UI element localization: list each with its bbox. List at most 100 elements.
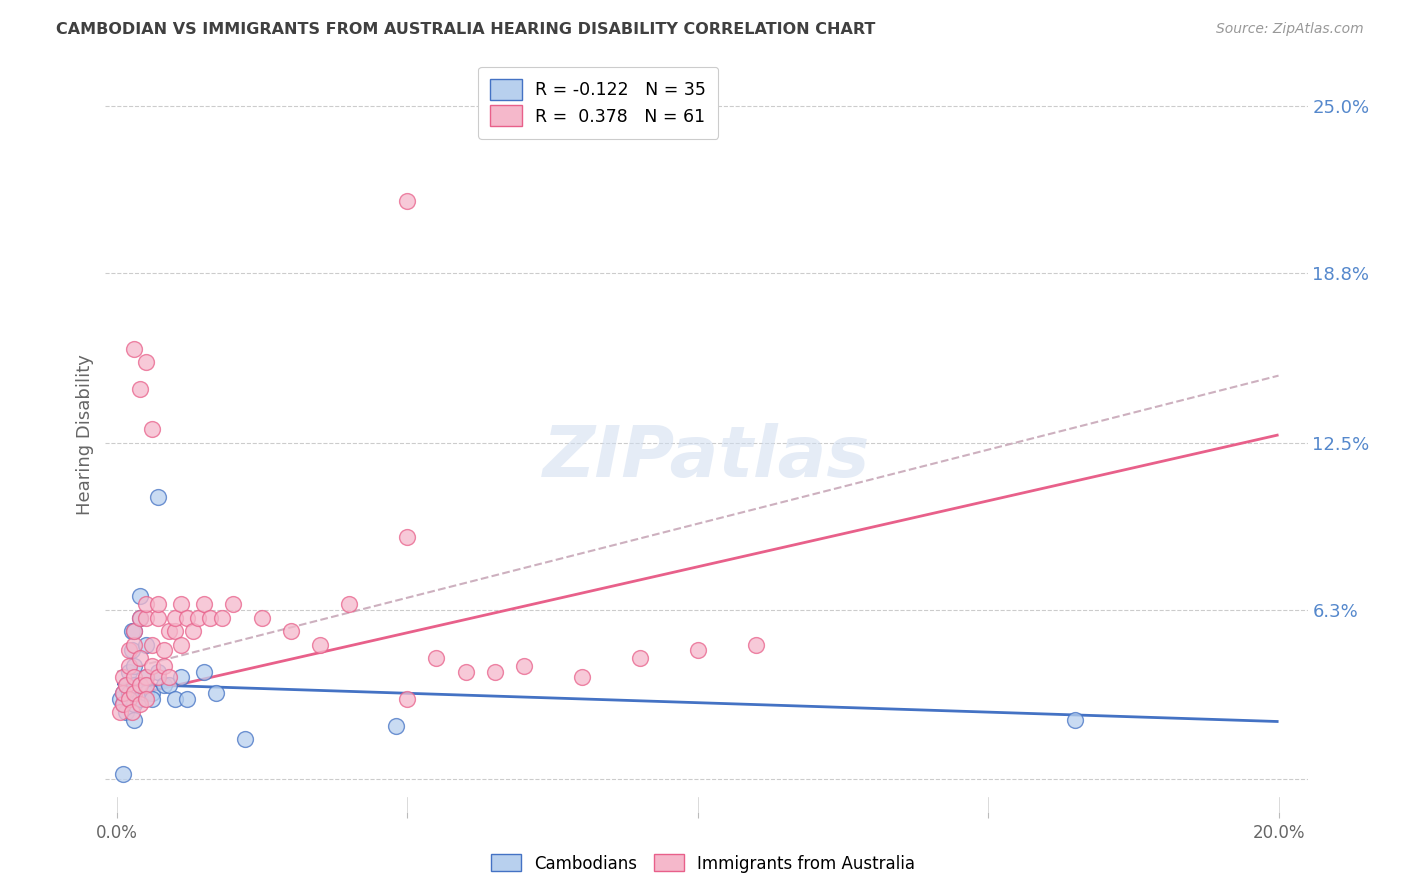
Point bbox=[152, 643, 174, 657]
Point bbox=[124, 659, 146, 673]
Point bbox=[135, 670, 157, 684]
Point bbox=[165, 611, 187, 625]
Point bbox=[152, 678, 174, 692]
Point bbox=[135, 611, 157, 625]
Point bbox=[571, 670, 593, 684]
Point bbox=[124, 638, 146, 652]
Point bbox=[165, 691, 187, 706]
Point bbox=[146, 670, 169, 684]
Point bbox=[157, 678, 180, 692]
Point bbox=[129, 691, 152, 706]
Point bbox=[233, 732, 256, 747]
Point bbox=[396, 194, 419, 208]
Point bbox=[252, 611, 274, 625]
Point bbox=[108, 705, 131, 719]
Point bbox=[152, 659, 174, 673]
Point bbox=[146, 611, 169, 625]
Point bbox=[129, 697, 152, 711]
Point bbox=[124, 624, 146, 639]
Point bbox=[124, 686, 146, 700]
Point bbox=[170, 598, 193, 612]
Point bbox=[111, 670, 134, 684]
Point bbox=[135, 670, 157, 684]
Point bbox=[146, 665, 169, 679]
Point bbox=[141, 638, 163, 652]
Point bbox=[181, 624, 204, 639]
Point bbox=[280, 624, 302, 639]
Point bbox=[121, 643, 143, 657]
Point bbox=[135, 686, 157, 700]
Point bbox=[124, 678, 146, 692]
Point bbox=[141, 686, 163, 700]
Point bbox=[135, 355, 157, 369]
Point bbox=[129, 611, 152, 625]
Point bbox=[141, 691, 163, 706]
Point bbox=[157, 624, 180, 639]
Point bbox=[111, 686, 134, 700]
Point bbox=[111, 767, 134, 781]
Point bbox=[111, 697, 134, 711]
Text: CAMBODIAN VS IMMIGRANTS FROM AUSTRALIA HEARING DISABILITY CORRELATION CHART: CAMBODIAN VS IMMIGRANTS FROM AUSTRALIA H… bbox=[56, 22, 876, 37]
Point bbox=[124, 342, 146, 356]
Point bbox=[129, 651, 152, 665]
Point bbox=[165, 624, 187, 639]
Point bbox=[222, 598, 245, 612]
Point bbox=[111, 697, 134, 711]
Point bbox=[187, 611, 209, 625]
Text: ZIPatlas: ZIPatlas bbox=[543, 423, 870, 492]
Point bbox=[121, 705, 143, 719]
Point bbox=[135, 691, 157, 706]
Point bbox=[385, 718, 408, 732]
Point bbox=[124, 697, 146, 711]
Point bbox=[124, 670, 146, 684]
Point bbox=[484, 665, 506, 679]
Point bbox=[146, 490, 169, 504]
Point bbox=[141, 422, 163, 436]
Point bbox=[204, 686, 226, 700]
Point bbox=[118, 665, 141, 679]
Point bbox=[1064, 713, 1087, 727]
Point bbox=[129, 382, 152, 396]
Point bbox=[628, 651, 651, 665]
Point bbox=[111, 686, 134, 700]
Point bbox=[108, 691, 131, 706]
Point bbox=[118, 659, 141, 673]
Point bbox=[118, 643, 141, 657]
Point bbox=[129, 590, 152, 604]
Point bbox=[114, 678, 136, 692]
Point bbox=[135, 638, 157, 652]
Point bbox=[425, 651, 447, 665]
Point bbox=[124, 713, 146, 727]
Legend: R = -0.122   N = 35, R =  0.378   N = 61: R = -0.122 N = 35, R = 0.378 N = 61 bbox=[478, 67, 718, 138]
Point bbox=[309, 638, 332, 652]
Point bbox=[135, 678, 157, 692]
Point bbox=[198, 611, 221, 625]
Point bbox=[129, 678, 152, 692]
Y-axis label: Hearing Disability: Hearing Disability bbox=[76, 354, 94, 516]
Point bbox=[121, 624, 143, 639]
Point bbox=[512, 659, 534, 673]
Point bbox=[176, 611, 198, 625]
Point bbox=[170, 670, 193, 684]
Point bbox=[396, 691, 419, 706]
Point bbox=[146, 598, 169, 612]
Legend: Cambodians, Immigrants from Australia: Cambodians, Immigrants from Australia bbox=[484, 847, 922, 880]
Point bbox=[114, 678, 136, 692]
Point bbox=[129, 611, 152, 625]
Point bbox=[135, 598, 157, 612]
Point bbox=[118, 686, 141, 700]
Point bbox=[454, 665, 477, 679]
Point bbox=[170, 638, 193, 652]
Point bbox=[193, 665, 215, 679]
Point bbox=[337, 598, 360, 612]
Point bbox=[114, 705, 136, 719]
Point bbox=[745, 638, 768, 652]
Point bbox=[118, 691, 141, 706]
Point bbox=[193, 598, 215, 612]
Point bbox=[686, 643, 709, 657]
Point bbox=[141, 659, 163, 673]
Point bbox=[211, 611, 233, 625]
Text: Source: ZipAtlas.com: Source: ZipAtlas.com bbox=[1216, 22, 1364, 37]
Point bbox=[396, 530, 419, 544]
Point bbox=[176, 691, 198, 706]
